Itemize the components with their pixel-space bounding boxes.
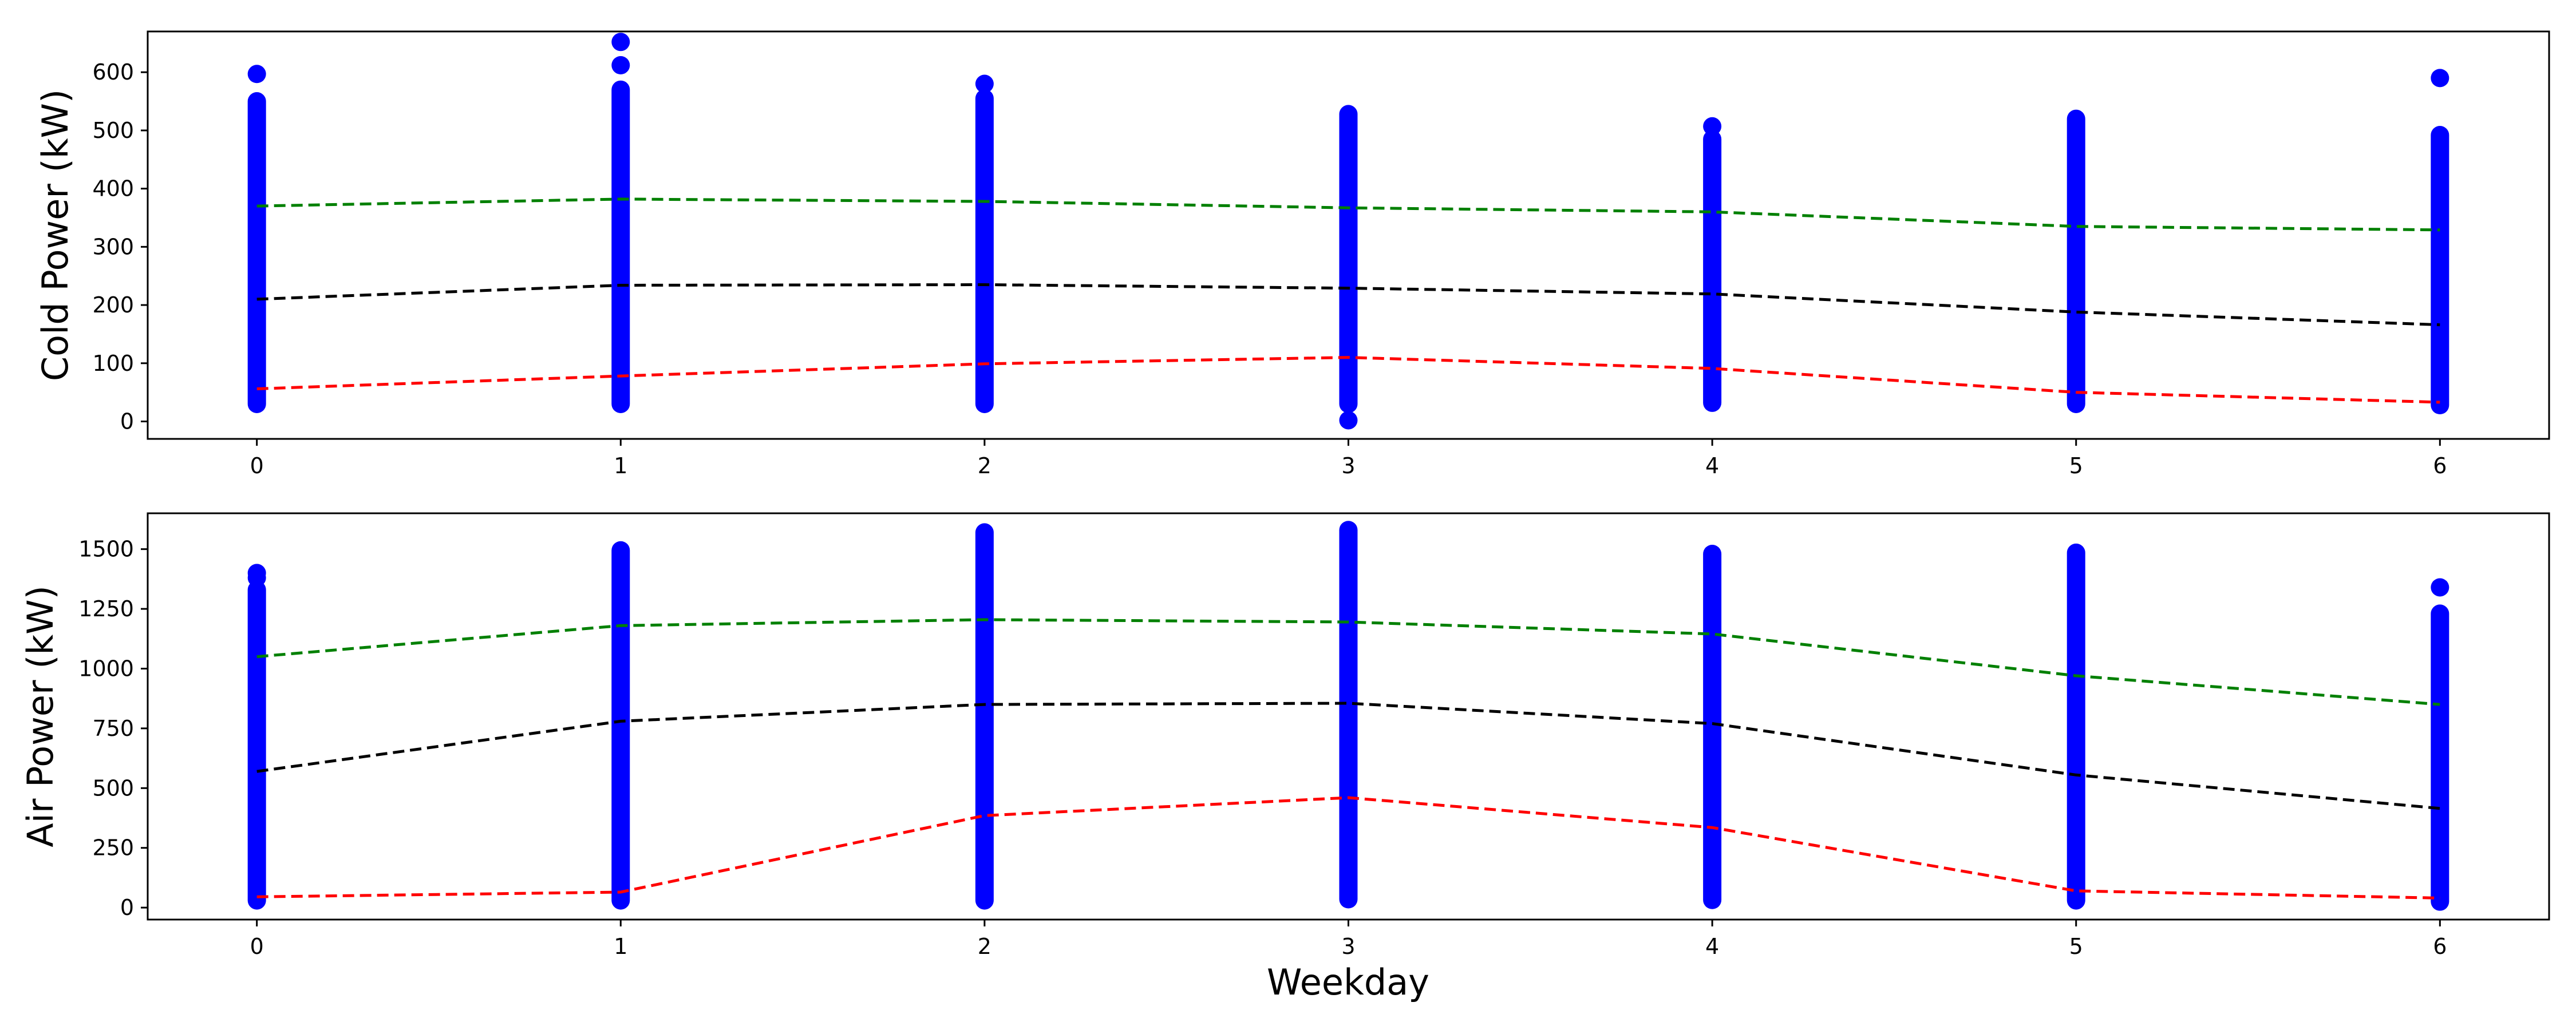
cold-power-dashed-line-2 xyxy=(256,356,2440,404)
x-axis-label-weekday: Weekday xyxy=(1267,961,1429,1003)
air-power-y-tick-label-750: 750 xyxy=(92,716,134,741)
cold-power-x-ticks: 0 1 2 3 4 5 6 xyxy=(250,439,2447,478)
cold-power-scatter-column-weekday-4 xyxy=(1703,130,1722,412)
cold-power-scatter-column-weekday-0 xyxy=(247,92,266,413)
cold-power-x-tick-label-3: 3 xyxy=(1341,453,1355,478)
air-power-scatter-column-weekday-2 xyxy=(975,523,994,910)
air-power-y-tick-label-1000: 1000 xyxy=(78,656,134,681)
cold-power-scatter-point-weekday-4-0 xyxy=(1703,117,1722,136)
air-power-y-tick-label-0: 0 xyxy=(120,895,134,920)
air-power-scatter-column-weekday-0 xyxy=(247,580,266,910)
air-power-dashed-line-0 xyxy=(256,618,2440,706)
air-power-y-tick-label-1500: 1500 xyxy=(78,537,134,562)
air-power-x-tick-label-0: 0 xyxy=(250,934,264,959)
cold-power-y-axis-label: Cold Power (kW) xyxy=(34,89,76,381)
cold-power-scatter-point-weekday-0-0 xyxy=(247,65,266,84)
air-power-x-tick-label-2: 2 xyxy=(978,934,991,959)
cold-power-scatter-column-weekday-1 xyxy=(611,80,630,413)
cold-power-scatter-point-weekday-1-1 xyxy=(611,33,630,52)
air-power-x-tick-label-3: 3 xyxy=(1341,934,1355,959)
air-power-scatter-column-weekday-3 xyxy=(1339,521,1358,909)
air-power-panel: 0 1 2 3 4 5 6 0 250 500 750 1000 1250 1500 Air Power… xyxy=(19,512,2550,1003)
cold-power-scatter-column-weekday-3 xyxy=(1339,105,1358,413)
air-power-scatter-column-weekday-1 xyxy=(611,541,630,910)
air-power-dashed-line-1 xyxy=(256,702,2440,810)
air-power-y-tick-label-500: 500 xyxy=(92,775,134,801)
cold-power-x-tick-label-0: 0 xyxy=(250,453,264,478)
cold-power-y-tick-label-300: 300 xyxy=(92,234,134,259)
air-power-x-tick-label-6: 6 xyxy=(2433,934,2447,959)
cold-power-y-tick-label-400: 400 xyxy=(92,176,134,201)
air-power-x-tick-label-4: 4 xyxy=(1705,934,1719,959)
cold-power-x-tick-label-4: 4 xyxy=(1705,453,1719,478)
cold-power-scatter-column-weekday-2 xyxy=(975,89,994,413)
cold-power-scatter-point-weekday-1-0 xyxy=(611,56,630,74)
cold-power-x-tick-label-2: 2 xyxy=(978,453,991,478)
air-power-y-axis-label: Air Power (kW) xyxy=(19,585,61,847)
air-power-y-ticks: 0 250 500 750 1000 1250 1500 xyxy=(78,537,148,920)
air-power-x-ticks: 0 1 2 3 4 5 6 xyxy=(250,920,2447,959)
air-power-y-tick-label-1250: 1250 xyxy=(78,596,134,621)
cold-power-scatter-point-weekday-3-0 xyxy=(1339,411,1358,430)
air-power-y-tick-label-250: 250 xyxy=(92,835,134,861)
cold-power-scatter-point-weekday-6-0 xyxy=(2431,69,2449,88)
cold-power-y-tick-label-0: 0 xyxy=(120,409,134,434)
air-power-dashed-line-2 xyxy=(256,796,2440,900)
cold-power-lines xyxy=(256,197,2440,404)
cold-power-x-tick-label-6: 6 xyxy=(2433,453,2447,478)
cold-power-marks xyxy=(247,33,2449,430)
cold-power-scatter-point-weekday-2-0 xyxy=(975,74,994,93)
cold-power-y-tick-label-500: 500 xyxy=(92,118,134,143)
cold-power-y-tick-label-100: 100 xyxy=(92,351,134,376)
cold-power-dashed-line-1 xyxy=(256,283,2440,327)
air-power-scatter-column-weekday-6 xyxy=(2431,604,2449,911)
cold-power-scatter-column-weekday-5 xyxy=(2067,109,2085,413)
cold-power-panel: 0 1 2 3 4 5 6 0 100 200 300 400 500 600 Cold Power (… xyxy=(34,30,2550,478)
cold-power-x-tick-label-1: 1 xyxy=(614,453,627,478)
cold-power-y-tick-label-600: 600 xyxy=(92,60,134,85)
cold-power-scatter-column-weekday-6 xyxy=(2431,126,2449,415)
air-power-lines xyxy=(256,618,2440,900)
air-power-scatter-point-weekday-0-1 xyxy=(247,564,266,583)
air-power-scatter-column-weekday-5 xyxy=(2067,543,2085,910)
air-power-scatter-column-weekday-4 xyxy=(1703,545,1722,909)
cold-power-y-tick-label-200: 200 xyxy=(92,292,134,318)
air-power-x-tick-label-5: 5 xyxy=(2069,934,2083,959)
cold-power-dashed-line-0 xyxy=(256,197,2440,232)
air-power-x-tick-label-1: 1 xyxy=(614,934,627,959)
cold-power-y-ticks: 0 100 200 300 400 500 600 xyxy=(92,60,148,434)
cold-power-x-tick-label-5: 5 xyxy=(2069,453,2083,478)
air-power-scatter-point-weekday-6-0 xyxy=(2431,578,2449,597)
